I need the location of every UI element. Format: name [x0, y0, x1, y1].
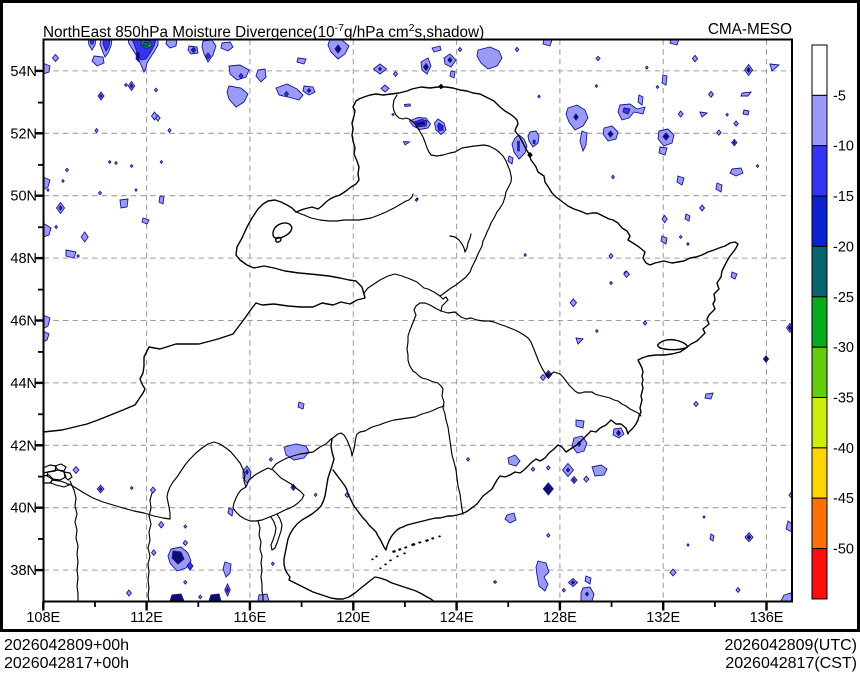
svg-text:124E: 124E — [440, 610, 474, 626]
svg-text:50N: 50N — [10, 189, 37, 205]
svg-text:2026042809(UTC): 2026042809(UTC) — [724, 637, 857, 654]
svg-text:-15: -15 — [833, 189, 854, 205]
svg-text:120E: 120E — [336, 610, 370, 626]
svg-text:48N: 48N — [10, 251, 37, 267]
svg-text:-35: -35 — [833, 391, 854, 407]
svg-text:2026042809+00h: 2026042809+00h — [4, 637, 129, 654]
svg-text:38N: 38N — [10, 563, 37, 579]
svg-text:46N: 46N — [10, 314, 37, 330]
svg-text:-30: -30 — [833, 340, 854, 356]
svg-text:-5: -5 — [833, 88, 846, 104]
svg-text:40N: 40N — [10, 501, 37, 517]
svg-text:-10: -10 — [833, 139, 854, 155]
svg-text:132E: 132E — [646, 610, 680, 626]
svg-text:52N: 52N — [10, 126, 37, 142]
svg-text:-50: -50 — [833, 542, 854, 558]
svg-text:128E: 128E — [543, 610, 577, 626]
svg-text:2026042817(CST): 2026042817(CST) — [725, 655, 857, 672]
svg-text:136E: 136E — [750, 610, 784, 626]
svg-text:44N: 44N — [10, 376, 37, 392]
svg-text:2026042817+00h: 2026042817+00h — [4, 655, 129, 672]
svg-text:116E: 116E — [234, 610, 267, 626]
svg-text:112E: 112E — [130, 610, 163, 626]
svg-text:42N: 42N — [10, 438, 37, 454]
svg-text:-20: -20 — [833, 239, 854, 255]
svg-text:-45: -45 — [833, 491, 854, 507]
svg-text:CMA-MESO: CMA-MESO — [708, 21, 792, 38]
svg-text:-25: -25 — [833, 290, 854, 306]
svg-text:108E: 108E — [26, 610, 60, 626]
svg-text:54N: 54N — [10, 64, 37, 80]
svg-text:NorthEast 850hPa Moisture Dive: NorthEast 850hPa Moisture Divergence(10-… — [43, 22, 484, 41]
svg-text:-40: -40 — [833, 441, 854, 457]
